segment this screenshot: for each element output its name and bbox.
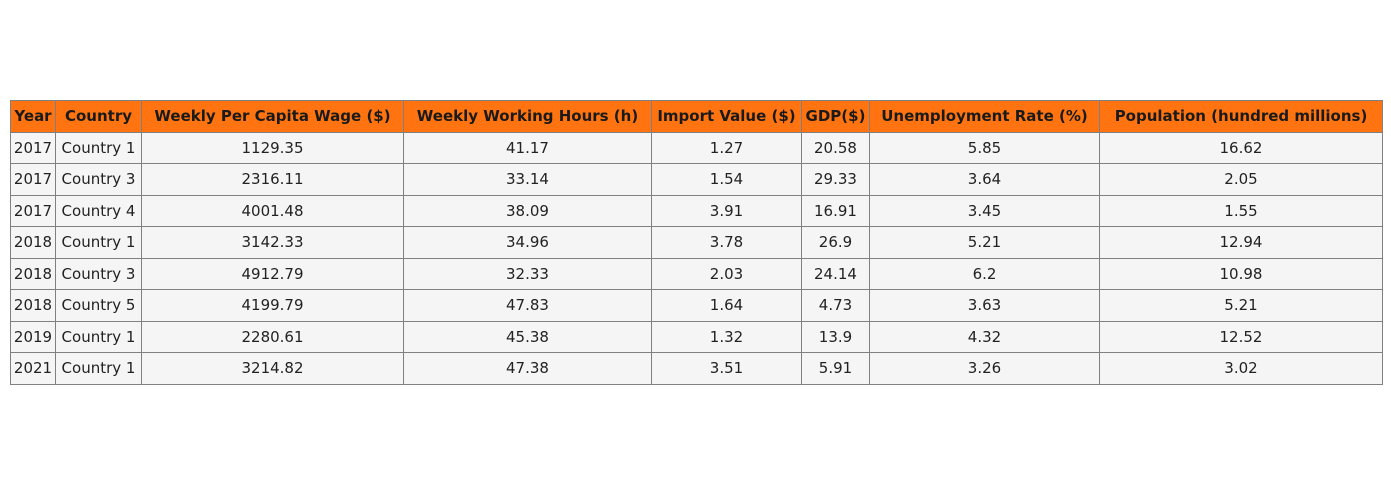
- table-row: 2017 Country 1 1129.35 41.17 1.27 20.58 5.85 16…: [10, 131, 1383, 164]
- table-cell-year: 2018: [10, 226, 56, 259]
- table-cell-gdp: 26.9: [801, 226, 870, 259]
- table-cell-import-value: 1.64: [651, 289, 802, 322]
- table-header: Year Country Weekly Per Capita Wage ($) Wee…: [10, 100, 1383, 133]
- table-cell-population-hundred-millions: 16.62: [1099, 131, 1383, 164]
- table-cell-year: 2017: [10, 163, 56, 196]
- table-row: 2018 Country 1 3142.33 34.96 3.78 26.9 5.21 12.…: [10, 226, 1383, 259]
- table-cell-country: Country 3: [55, 257, 142, 290]
- table-cell-gdp: 29.33: [801, 163, 870, 196]
- table-cell-unemployment-rate: 3.45: [869, 194, 1100, 227]
- table-cell-import-value: 1.54: [651, 163, 802, 196]
- table-row: 2018 Country 5 4199.79 47.83 1.64 4.73 3.63 5.2…: [10, 289, 1383, 322]
- table-cell-country: Country 1: [55, 320, 142, 353]
- table-cell-unemployment-rate: 4.32: [869, 320, 1100, 353]
- column-header-gdp: GDP($): [801, 100, 870, 133]
- table-row: 2021 Country 1 3214.82 47.38 3.51 5.91 3.26 3.0…: [10, 352, 1383, 385]
- table-cell-population-hundred-millions: 2.05: [1099, 163, 1383, 196]
- column-header-year: Year: [10, 100, 56, 133]
- header-row: Year Country Weekly Per Capita Wage ($) Wee…: [10, 100, 1383, 133]
- table-cell-weekly-per-capita-wage: 4001.48: [141, 194, 404, 227]
- table-cell-year: 2019: [10, 320, 56, 353]
- table-cell-country: Country 5: [55, 289, 142, 322]
- column-header-weekly-per-capita-wage: Weekly Per Capita Wage ($): [141, 100, 404, 133]
- table-cell-weekly-per-capita-wage: 4199.79: [141, 289, 404, 322]
- table-body: 2017 Country 1 1129.35 41.17 1.27 20.58 5.85 16…: [10, 131, 1383, 385]
- table-cell-weekly-per-capita-wage: 2280.61: [141, 320, 404, 353]
- table-cell-weekly-working-hours-h: 32.33: [403, 257, 652, 290]
- table-cell-unemployment-rate: 3.26: [869, 352, 1100, 385]
- table-cell-population-hundred-millions: 1.55: [1099, 194, 1383, 227]
- table-cell-unemployment-rate: 3.63: [869, 289, 1100, 322]
- table-cell-gdp: 4.73: [801, 289, 870, 322]
- table-cell-weekly-per-capita-wage: 4912.79: [141, 257, 404, 290]
- table-cell-weekly-working-hours-h: 38.09: [403, 194, 652, 227]
- table-cell-population-hundred-millions: 10.98: [1099, 257, 1383, 290]
- table-row: 2017 Country 4 4001.48 38.09 3.91 16.91 3.45 1.…: [10, 194, 1383, 227]
- column-header-weekly-working-hours-h: Weekly Working Hours (h): [403, 100, 652, 133]
- table-cell-weekly-working-hours-h: 47.83: [403, 289, 652, 322]
- table-cell-import-value: 1.27: [651, 131, 802, 164]
- table-cell-year: 2017: [10, 131, 56, 164]
- table-cell-import-value: 3.51: [651, 352, 802, 385]
- table-cell-weekly-working-hours-h: 34.96: [403, 226, 652, 259]
- table-cell-import-value: 2.03: [651, 257, 802, 290]
- column-header-import-value: Import Value ($): [651, 100, 802, 133]
- table-cell-weekly-per-capita-wage: 2316.11: [141, 163, 404, 196]
- table-cell-weekly-working-hours-h: 45.38: [403, 320, 652, 353]
- table-cell-country: Country 1: [55, 226, 142, 259]
- table-cell-gdp: 16.91: [801, 194, 870, 227]
- column-header-population-hundred-millions: Population (hundred millions): [1099, 100, 1383, 133]
- table-cell-gdp: 20.58: [801, 131, 870, 164]
- table-cell-year: 2017: [10, 194, 56, 227]
- table-cell-population-hundred-millions: 5.21: [1099, 289, 1383, 322]
- table-cell-country: Country 1: [55, 352, 142, 385]
- column-header-unemployment-rate: Unemployment Rate (%): [869, 100, 1100, 133]
- table-cell-weekly-working-hours-h: 33.14: [403, 163, 652, 196]
- table-cell-population-hundred-millions: 3.02: [1099, 352, 1383, 385]
- table-cell-unemployment-rate: 6.2: [869, 257, 1100, 290]
- table-row: 2018 Country 3 4912.79 32.33 2.03 24.14 6.2 10.…: [10, 257, 1383, 290]
- table-row: 2019 Country 1 2280.61 45.38 1.32 13.9 4.32 12.…: [10, 320, 1383, 353]
- table-cell-weekly-per-capita-wage: 3214.82: [141, 352, 404, 385]
- column-header-country: Country: [55, 100, 142, 133]
- table-cell-country: Country 1: [55, 131, 142, 164]
- table-cell-gdp: 24.14: [801, 257, 870, 290]
- table-cell-population-hundred-millions: 12.94: [1099, 226, 1383, 259]
- table-cell-population-hundred-millions: 12.52: [1099, 320, 1383, 353]
- table-row: 2017 Country 3 2316.11 33.14 1.54 29.33 3.64 2.…: [10, 163, 1383, 196]
- data-table: Year Country Weekly Per Capita Wage ($) Wee…: [10, 100, 1383, 385]
- table-cell-year: 2018: [10, 257, 56, 290]
- table-cell-gdp: 5.91: [801, 352, 870, 385]
- table-cell-unemployment-rate: 5.21: [869, 226, 1100, 259]
- table-cell-weekly-per-capita-wage: 1129.35: [141, 131, 404, 164]
- table-cell-unemployment-rate: 3.64: [869, 163, 1100, 196]
- table-cell-import-value: 3.91: [651, 194, 802, 227]
- table-cell-import-value: 1.32: [651, 320, 802, 353]
- table-cell-weekly-working-hours-h: 41.17: [403, 131, 652, 164]
- table-cell-unemployment-rate: 5.85: [869, 131, 1100, 164]
- table-cell-year: 2018: [10, 289, 56, 322]
- table-cell-year: 2021: [10, 352, 56, 385]
- data-table-container: Year Country Weekly Per Capita Wage ($) Wee…: [10, 100, 1383, 385]
- table-cell-gdp: 13.9: [801, 320, 870, 353]
- table-cell-weekly-per-capita-wage: 3142.33: [141, 226, 404, 259]
- table-cell-country: Country 4: [55, 194, 142, 227]
- table-cell-weekly-working-hours-h: 47.38: [403, 352, 652, 385]
- table-cell-import-value: 3.78: [651, 226, 802, 259]
- table-cell-country: Country 3: [55, 163, 142, 196]
